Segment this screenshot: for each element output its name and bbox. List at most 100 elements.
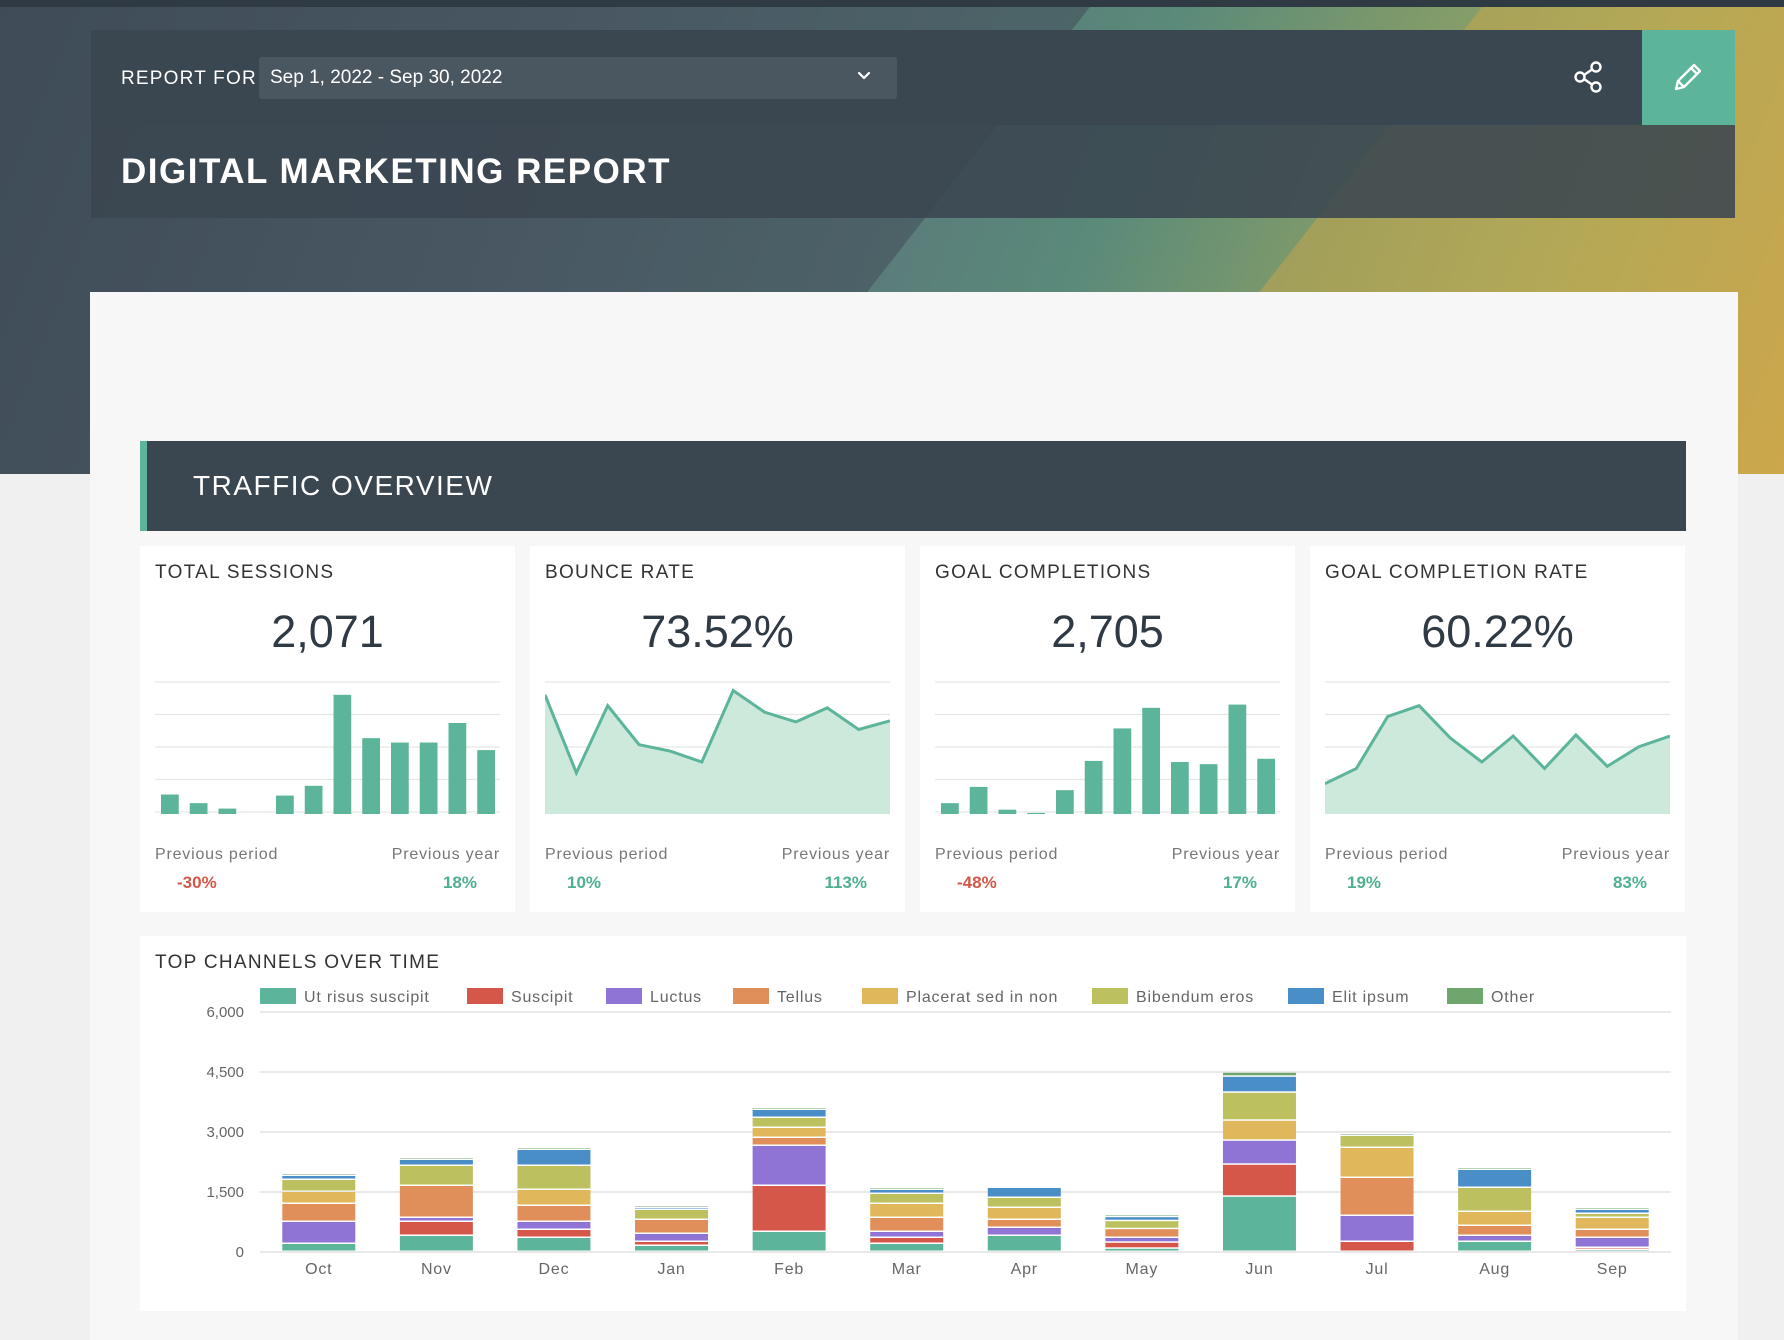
bar-segment (987, 1208, 1061, 1219)
top-stripe (0, 0, 1784, 7)
legend-item: Suscipit (467, 988, 573, 1006)
report-for-label: REPORT FOR (121, 68, 257, 89)
bar-segment (1105, 1242, 1179, 1248)
legend-label: Ut risus suscipit (304, 989, 430, 1006)
bar-segment (282, 1180, 356, 1191)
bar-segment (517, 1238, 591, 1251)
legend-swatch (1447, 988, 1483, 1004)
legend-label: Luctus (650, 989, 702, 1006)
sparkline-line (1325, 703, 1670, 786)
previous-period-label: Previous period (935, 846, 1059, 863)
bar-segment (1105, 1229, 1179, 1237)
bar-segment (1575, 1218, 1649, 1229)
bar-segment (517, 1222, 591, 1229)
legend-label: Elit ipsum (1332, 989, 1409, 1006)
section-title: TRAFFIC OVERVIEW (193, 470, 494, 501)
kpi-title: BOUNCE RATE (545, 562, 696, 583)
previous-period-change: 19% (1347, 873, 1382, 892)
bar-segment (752, 1108, 826, 1109)
x-tick-label: Jun (1245, 1261, 1273, 1278)
sparkline-bar (189, 803, 208, 814)
bar-segment (870, 1238, 944, 1243)
bar-segment (1222, 1164, 1296, 1196)
bar-segment (987, 1198, 1061, 1207)
bar-segment (870, 1218, 944, 1231)
sparkline-bar (1142, 707, 1160, 814)
sparkline-bar (391, 742, 409, 814)
x-tick-label: Oct (305, 1261, 332, 1278)
edit-button[interactable] (1642, 30, 1735, 125)
top-channels-chart: TOP CHANNELS OVER TIME Ut risus suscipit… (140, 936, 1686, 1311)
kpi-card: TOTAL SESSIONS 2,071 Previous period Previo… (140, 546, 515, 912)
bar-segment (752, 1128, 826, 1137)
date-range-value: Sep 1, 2022 - Sep 30, 2022 (270, 67, 503, 88)
sparkline-area (1325, 705, 1670, 814)
y-tick-label: 0 (236, 1244, 244, 1261)
share-icon[interactable] (1571, 59, 1607, 95)
sparkline-bar (161, 794, 179, 814)
bar-segment (752, 1110, 826, 1117)
legend-swatch (862, 988, 898, 1004)
bar-segment (1340, 1134, 1414, 1135)
bar-segment (1458, 1188, 1532, 1211)
x-tick-label: Apr (1011, 1261, 1038, 1278)
bar-segment (1105, 1238, 1179, 1242)
stacked-bar-chart: Ut risus suscipit Suscipit Luctus Tellus Pla… (206, 988, 1671, 1278)
bar-segment (1105, 1215, 1179, 1216)
sparkline-bar (448, 723, 467, 814)
kpi-sparkline (935, 681, 1280, 814)
bar-segment (635, 1242, 709, 1245)
sparkline-bar (1027, 812, 1045, 814)
x-tick-label: Feb (774, 1261, 804, 1278)
legend-swatch (1288, 988, 1324, 1004)
sparkline-bar (1228, 704, 1247, 814)
kpi-sparkline (155, 681, 500, 814)
kpi-value: 60.22% (1421, 606, 1574, 657)
y-tick-label: 6,000 (206, 1004, 244, 1021)
kpi-title: GOAL COMPLETION RATE (1325, 562, 1589, 583)
bar-segment (1340, 1178, 1414, 1215)
legend-item: Luctus (606, 988, 702, 1006)
bar-segment (517, 1166, 591, 1189)
sparkline-bar (419, 742, 438, 814)
bar-segment (517, 1150, 591, 1165)
page-title: DIGITAL MARKETING REPORT (121, 152, 671, 191)
sparkline-bar (218, 808, 237, 814)
x-tick-label: May (1126, 1261, 1159, 1278)
bar-segment (987, 1228, 1061, 1235)
bar-segment (987, 1236, 1061, 1251)
date-range-select[interactable]: Sep 1, 2022 - Sep 30, 2022 (259, 57, 897, 99)
previous-year-label: Previous year (1171, 846, 1280, 863)
x-tick-label: Jan (657, 1261, 685, 1278)
sparkline-bar (1257, 758, 1275, 814)
bar-segment (635, 1234, 709, 1241)
legend-swatch (606, 988, 642, 1004)
sparkline-bar (304, 785, 323, 814)
sparkline-bar (333, 694, 352, 814)
kpi-value: 73.52% (641, 606, 794, 657)
previous-year-change: 83% (1612, 873, 1647, 892)
pencil-icon (1674, 63, 1702, 91)
sparkline-bar (998, 809, 1017, 814)
bar-segment (752, 1118, 826, 1127)
sparkline-bar (1199, 764, 1218, 814)
bar-segment (1575, 1238, 1649, 1247)
sparkline-bar (276, 795, 294, 814)
legend-item: Tellus (733, 988, 823, 1006)
bar-segment (1105, 1248, 1179, 1251)
bar-segment (1340, 1242, 1414, 1251)
kpi-value: 2,071 (271, 606, 384, 657)
bar-segment (282, 1222, 356, 1243)
bar-segment (987, 1220, 1061, 1227)
bar-segment (1458, 1212, 1532, 1225)
bar-segment (635, 1220, 709, 1233)
bar-segment (870, 1232, 944, 1237)
sparkline-bar (941, 803, 959, 814)
x-tick-label: Dec (539, 1261, 570, 1278)
kpi-sparkline (1325, 681, 1670, 814)
legend-label: Tellus (777, 989, 823, 1006)
sparkline-bar (1113, 728, 1132, 814)
kpi-value: 2,705 (1051, 606, 1164, 657)
previous-period-change: 10% (567, 873, 602, 892)
sparkline-bar (1084, 760, 1103, 814)
